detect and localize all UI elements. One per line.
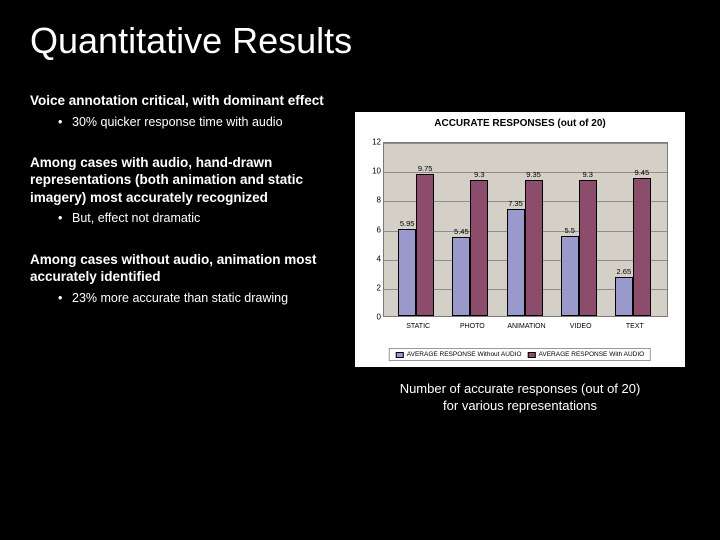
section-heading: Among cases without audio, animation mos…: [30, 251, 330, 286]
content-row: Voice annotation critical, with dominant…: [30, 92, 690, 415]
chart-caption: Number of accurate responses (out of 20)…: [400, 381, 641, 415]
bullet-list: 23% more accurate than static drawing: [30, 290, 330, 306]
y-tick-label: 8: [371, 196, 381, 205]
caption-line: Number of accurate responses (out of 20): [400, 381, 641, 396]
caption-line: for various representations: [443, 398, 597, 413]
bar-group: 5.959.75: [398, 174, 438, 316]
x-tick-label: STATIC: [393, 323, 443, 330]
bar-group: 5.59.3: [561, 180, 601, 316]
y-tick-label: 2: [371, 283, 381, 292]
bar-value-label: 5.45: [454, 227, 469, 236]
bar: 5.5: [561, 236, 579, 316]
bar: 7.35: [507, 209, 525, 316]
bar: 9.3: [470, 180, 488, 316]
bar-value-label: 5.5: [564, 226, 574, 235]
plot-area: 5.959.75STATIC5.459.3PHOTO7.359.35ANIMAT…: [383, 142, 668, 317]
bullet-item: But, effect not dramatic: [58, 210, 330, 226]
bar-value-label: 9.3: [582, 170, 592, 179]
bar-value-label: 2.65: [617, 267, 632, 276]
bullet-list: But, effect not dramatic: [30, 210, 330, 226]
y-tick-label: 6: [371, 225, 381, 234]
chart-title: ACCURATE RESPONSES (out of 20): [355, 112, 685, 129]
bar-group: 2.659.45: [615, 178, 655, 316]
legend-swatch: [396, 352, 404, 358]
y-tick-label: 0: [371, 313, 381, 322]
bullet-item: 30% quicker response time with audio: [58, 114, 330, 130]
bar-group: 5.459.3: [452, 180, 492, 316]
bar: 9.3: [579, 180, 597, 316]
bar: 2.65: [615, 277, 633, 316]
section-heading: Voice annotation critical, with dominant…: [30, 92, 330, 110]
y-tick-label: 10: [371, 167, 381, 176]
bar: 9.35: [525, 180, 543, 316]
bar-value-label: 9.45: [635, 168, 650, 177]
chart-legend: AVERAGE RESPONSE Without AUDIO AVERAGE R…: [389, 348, 651, 361]
bar-value-label: 9.35: [526, 170, 541, 179]
y-tick-label: 4: [371, 254, 381, 263]
bar-value-label: 5.95: [400, 219, 415, 228]
legend-label: AVERAGE RESPONSE Without AUDIO: [407, 351, 522, 358]
left-column: Voice annotation critical, with dominant…: [30, 92, 330, 415]
bar: 5.45: [452, 237, 470, 316]
bar-group: 7.359.35: [507, 180, 547, 316]
x-tick-label: VIDEO: [556, 323, 606, 330]
bullet-item: 23% more accurate than static drawing: [58, 290, 330, 306]
legend-swatch: [528, 352, 536, 358]
bar-value-label: 7.35: [508, 199, 523, 208]
bar-value-label: 9.3: [474, 170, 484, 179]
bar-value-label: 9.75: [418, 164, 433, 173]
legend-item: AVERAGE RESPONSE With AUDIO: [528, 351, 645, 358]
x-tick-label: TEXT: [610, 323, 660, 330]
bar-chart: ACCURATE RESPONSES (out of 20) 5.959.75S…: [355, 112, 685, 367]
bar: 9.45: [633, 178, 651, 316]
bar: 9.75: [416, 174, 434, 316]
x-tick-label: PHOTO: [447, 323, 497, 330]
y-tick-label: 12: [371, 138, 381, 147]
bullet-list: 30% quicker response time with audio: [30, 114, 330, 130]
legend-label: AVERAGE RESPONSE With AUDIO: [539, 351, 645, 358]
slide-title: Quantitative Results: [30, 20, 690, 62]
section-heading: Among cases with audio, hand-drawn repre…: [30, 154, 330, 207]
right-column: ACCURATE RESPONSES (out of 20) 5.959.75S…: [350, 92, 690, 415]
x-tick-label: ANIMATION: [502, 323, 552, 330]
slide: Quantitative Results Voice annotation cr…: [0, 0, 720, 540]
legend-item: AVERAGE RESPONSE Without AUDIO: [396, 351, 522, 358]
bar: 5.95: [398, 229, 416, 316]
